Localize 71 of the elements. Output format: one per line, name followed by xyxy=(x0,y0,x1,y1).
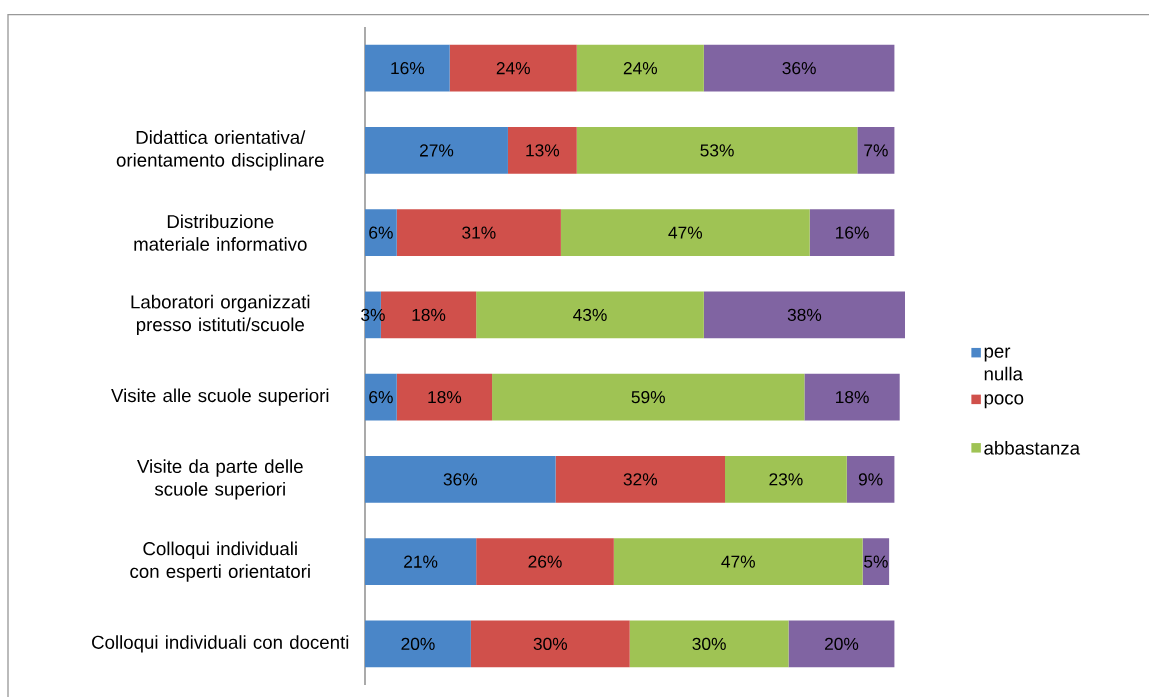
data-label: 16% xyxy=(836,226,869,239)
bar xyxy=(476,538,614,585)
data-label: 21% xyxy=(404,555,438,568)
bar xyxy=(365,538,477,585)
data-label: 5% xyxy=(864,555,888,568)
bar xyxy=(862,538,890,585)
bar xyxy=(809,209,895,256)
data-label: 38% xyxy=(787,308,822,322)
data-label: 6% xyxy=(369,226,393,239)
data-label: 24% xyxy=(623,62,658,75)
data-label: 53% xyxy=(700,144,734,157)
bar xyxy=(365,620,471,668)
bar xyxy=(846,456,895,503)
data-label: 31% xyxy=(462,226,496,239)
data-label: 7% xyxy=(864,144,888,157)
legend-label: abbastanza xyxy=(984,441,1081,455)
bar xyxy=(560,209,810,256)
bar xyxy=(449,44,577,92)
bar xyxy=(476,291,704,339)
bar xyxy=(396,373,493,421)
bar xyxy=(788,620,895,668)
bar xyxy=(725,456,847,503)
bar xyxy=(470,620,630,668)
data-label: 20% xyxy=(401,637,435,651)
bar xyxy=(555,456,725,503)
y-tick-label: Visite alle scuole superiori xyxy=(111,388,329,406)
bar xyxy=(613,538,863,585)
data-label: 43% xyxy=(573,308,607,322)
bar xyxy=(703,291,905,339)
data-label: 47% xyxy=(721,555,755,568)
y-tick-label: Distribuzione materiale informativo xyxy=(134,214,307,251)
bar xyxy=(576,127,858,174)
data-label: 26% xyxy=(528,555,562,568)
data-label: 30% xyxy=(692,637,726,651)
data-label: 23% xyxy=(769,473,803,486)
y-tick-label: Colloqui individuali con docenti xyxy=(92,635,349,653)
data-label: 36% xyxy=(443,473,478,486)
bar xyxy=(365,373,397,421)
bar xyxy=(365,456,556,503)
bar xyxy=(804,373,900,421)
data-label: 27% xyxy=(420,144,454,157)
data-label: 16% xyxy=(391,61,425,75)
data-label: 20% xyxy=(825,637,859,651)
legend-label: per nulla xyxy=(984,347,1023,381)
bar xyxy=(365,209,397,256)
y-tick-label: Didattica orientativa/ orientamento disciplinare xyxy=(116,130,324,171)
y-tick-label: Visite da parte delle scuole superiori xyxy=(137,459,303,500)
data-label: 18% xyxy=(428,390,462,404)
legend-label: poco xyxy=(984,394,1024,409)
data-label: 30% xyxy=(533,637,568,651)
data-label: 18% xyxy=(836,390,869,404)
bar xyxy=(396,209,561,256)
data-label: 24% xyxy=(496,62,530,75)
data-label: 18% xyxy=(412,308,446,322)
data-label: 13% xyxy=(526,144,560,157)
bar xyxy=(365,44,450,92)
y-tick-label: Laboratori organizzati presso istituti/scuole xyxy=(131,294,310,335)
data-label: 59% xyxy=(631,390,665,404)
y-tick-label: Colloqui individuali con esperti orientatori xyxy=(130,541,310,582)
bar xyxy=(507,127,577,174)
bar xyxy=(492,373,805,421)
data-label: 32% xyxy=(623,473,658,486)
data-label: 9% xyxy=(858,473,883,486)
bar xyxy=(857,127,895,174)
bar xyxy=(576,44,704,92)
data-label: 6% xyxy=(369,390,393,404)
bar xyxy=(629,620,789,668)
data-label: 36% xyxy=(782,61,816,75)
bar xyxy=(703,44,895,92)
data-label: 47% xyxy=(668,226,703,239)
bar xyxy=(365,127,508,174)
